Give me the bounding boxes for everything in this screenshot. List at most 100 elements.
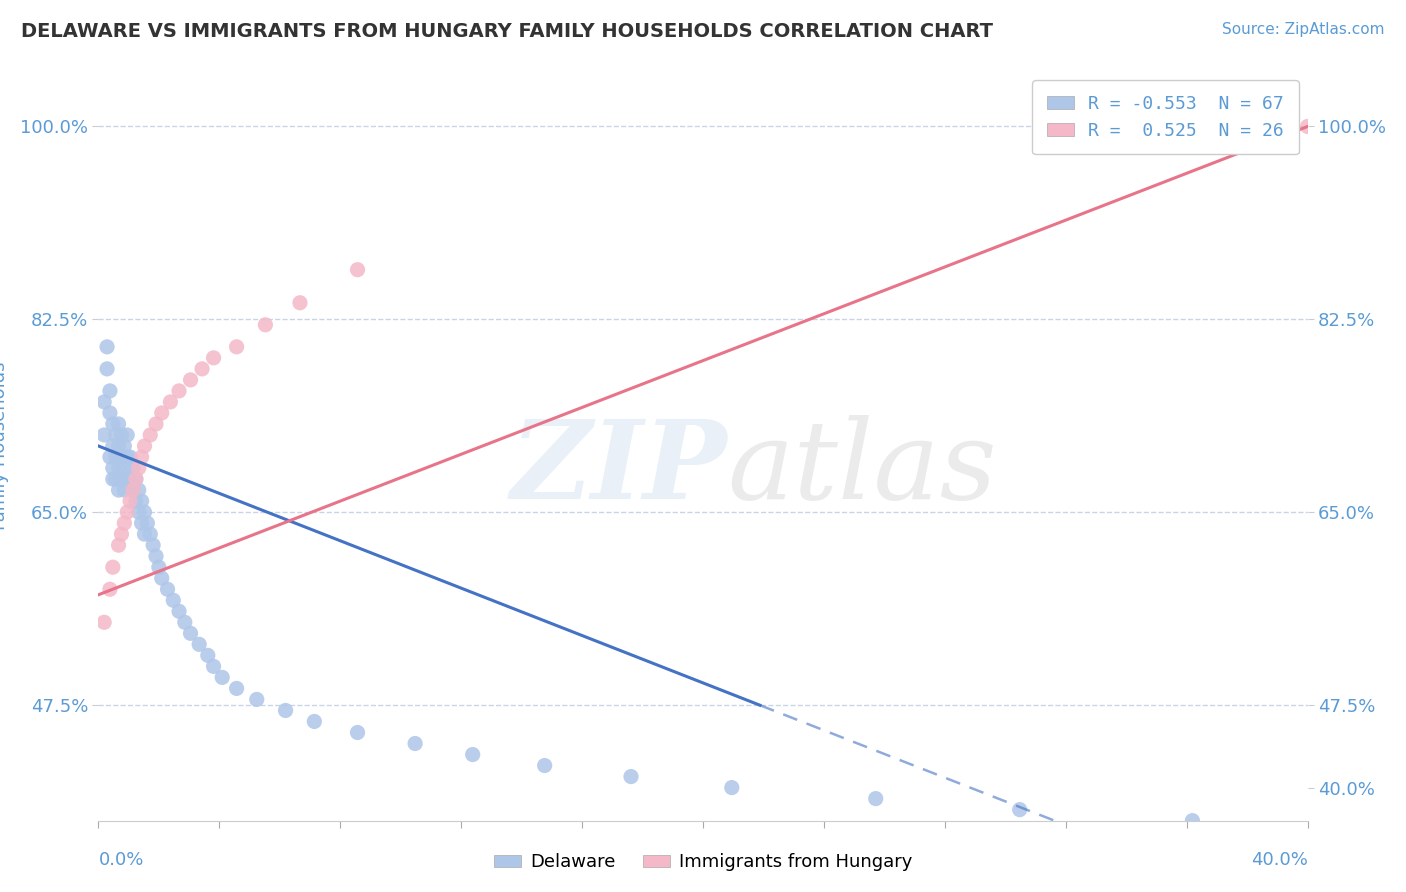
Point — [136, 516, 159, 530]
Text: 0.0%: 0.0% — [98, 851, 143, 869]
Legend: R = -0.553  N = 67, R =  0.525  N = 26: R = -0.553 N = 67, R = 0.525 N = 26 — [1032, 80, 1299, 154]
Point — [346, 725, 368, 739]
Point — [162, 593, 184, 607]
Point — [167, 604, 190, 618]
Point — [202, 659, 225, 673]
Point — [131, 450, 153, 464]
Point — [98, 450, 121, 464]
Point — [145, 417, 167, 431]
Point — [125, 494, 148, 508]
Point — [115, 428, 138, 442]
Point — [110, 472, 132, 486]
Y-axis label: Family Households: Family Households — [0, 362, 8, 530]
Point — [96, 340, 118, 354]
Point — [125, 472, 148, 486]
Point — [112, 516, 135, 530]
Point — [128, 461, 150, 475]
Point — [120, 472, 142, 486]
Point — [107, 538, 129, 552]
Point — [173, 615, 195, 630]
Point — [720, 780, 742, 795]
Point — [115, 472, 138, 486]
Point — [104, 428, 127, 442]
Point — [107, 439, 129, 453]
Point — [112, 461, 135, 475]
Point — [101, 560, 124, 574]
Point — [202, 351, 225, 365]
Point — [254, 318, 277, 332]
Point — [191, 362, 214, 376]
Point — [134, 505, 156, 519]
Point — [139, 527, 162, 541]
Point — [98, 406, 121, 420]
Point — [96, 362, 118, 376]
Point — [1181, 814, 1204, 828]
Point — [104, 472, 127, 486]
Point — [110, 428, 132, 442]
Point — [134, 527, 156, 541]
Point — [461, 747, 484, 762]
Point — [112, 439, 135, 453]
Point — [122, 483, 145, 497]
Point — [101, 461, 124, 475]
Text: atlas: atlas — [727, 415, 997, 522]
Point — [246, 692, 269, 706]
Point — [131, 516, 153, 530]
Point — [120, 450, 142, 464]
Point — [180, 626, 202, 640]
Point — [197, 648, 219, 663]
Point — [404, 737, 426, 751]
Point — [122, 483, 145, 497]
Point — [128, 505, 150, 519]
Point — [188, 637, 211, 651]
Point — [346, 262, 368, 277]
Point — [150, 406, 173, 420]
Text: ZIP: ZIP — [510, 415, 727, 522]
Point — [211, 670, 233, 684]
Point — [274, 703, 297, 717]
Point — [128, 483, 150, 497]
Point — [101, 417, 124, 431]
Point — [112, 483, 135, 497]
Point — [225, 681, 247, 696]
Text: 40.0%: 40.0% — [1251, 851, 1308, 869]
Point — [125, 472, 148, 486]
Point — [533, 758, 555, 772]
Point — [98, 384, 121, 398]
Point — [131, 494, 153, 508]
Point — [148, 560, 170, 574]
Point — [110, 527, 132, 541]
Point — [142, 538, 165, 552]
Point — [101, 439, 124, 453]
Point — [115, 450, 138, 464]
Point — [104, 450, 127, 464]
Point — [304, 714, 326, 729]
Legend: Delaware, Immigrants from Hungary: Delaware, Immigrants from Hungary — [486, 847, 920, 879]
Point — [93, 615, 115, 630]
Point — [134, 439, 156, 453]
Point — [225, 340, 247, 354]
Point — [98, 582, 121, 597]
Point — [156, 582, 179, 597]
Point — [93, 395, 115, 409]
Point — [139, 428, 162, 442]
Point — [150, 571, 173, 585]
Point — [120, 494, 142, 508]
Point — [180, 373, 202, 387]
Text: Source: ZipAtlas.com: Source: ZipAtlas.com — [1222, 22, 1385, 37]
Point — [93, 428, 115, 442]
Point — [107, 461, 129, 475]
Point — [1296, 120, 1319, 134]
Point — [101, 472, 124, 486]
Point — [110, 450, 132, 464]
Point — [167, 384, 190, 398]
Point — [865, 791, 887, 805]
Point — [159, 395, 181, 409]
Point — [288, 295, 311, 310]
Point — [115, 505, 138, 519]
Point — [122, 461, 145, 475]
Point — [107, 483, 129, 497]
Point — [1008, 803, 1031, 817]
Text: DELAWARE VS IMMIGRANTS FROM HUNGARY FAMILY HOUSEHOLDS CORRELATION CHART: DELAWARE VS IMMIGRANTS FROM HUNGARY FAMI… — [21, 22, 993, 41]
Point — [107, 417, 129, 431]
